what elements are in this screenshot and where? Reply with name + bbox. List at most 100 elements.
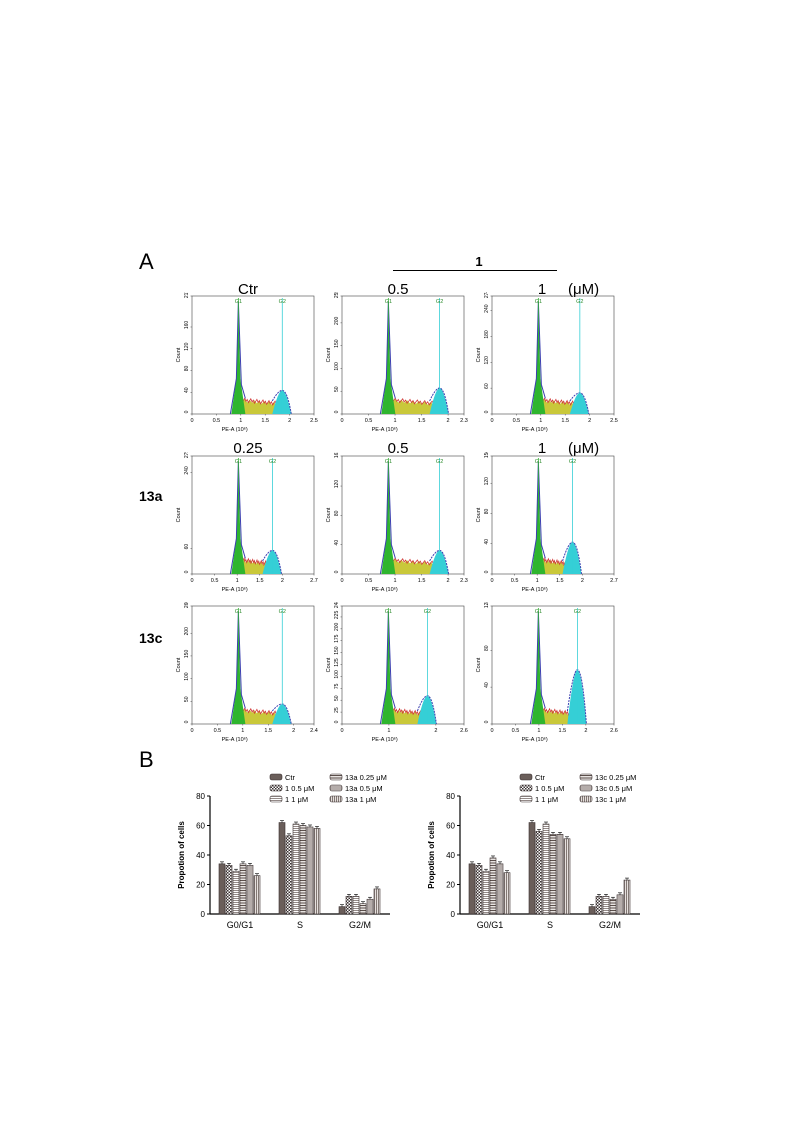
y-tick-label: 25: [334, 707, 340, 713]
legend-swatch: [269, 795, 283, 803]
x-tick-label: 1: [537, 728, 540, 734]
y-tick-label: 0: [484, 410, 490, 413]
x-tick-label: 0: [190, 418, 193, 424]
x-tick-label: 1: [536, 578, 539, 584]
s-phase-outline: [541, 397, 575, 406]
y-tick-label: 40: [196, 851, 205, 860]
g1-label: G1: [535, 299, 542, 305]
histogram-2: G1 G2 0 60 120 180 240 274 0 0.5 1 1.5 2 2.5 PE-A (10⁶…: [476, 292, 618, 433]
histogram-0: G1 G2 0 40 80 120 160 217 0 0.5 1 1.5 2 2.5 PE-A (10⁶)…: [176, 292, 318, 433]
bar: [366, 898, 374, 915]
bar: [475, 865, 483, 915]
x-tick-label: 0.5: [213, 418, 221, 424]
g1-label: G1: [385, 609, 392, 615]
histogram-frame: [191, 605, 315, 725]
bar: [359, 903, 367, 915]
y-tick-label: 125: [334, 658, 340, 667]
x-tick-label: 2: [447, 578, 450, 584]
y-axis-label: Count: [176, 347, 182, 362]
g1-label: G1: [235, 609, 242, 615]
s-phase-outline: [541, 557, 567, 567]
y-tick-label: 60: [196, 822, 205, 831]
y-tick-label: 120: [484, 477, 490, 486]
y-tick-label: 0: [484, 720, 490, 723]
s-phase-outline: [541, 707, 572, 716]
legend-label: Ctr: [535, 773, 546, 782]
g2-peak: [417, 695, 437, 724]
bar: [482, 870, 490, 915]
s-phase-outline: [391, 707, 422, 716]
y-tick-label: 240: [184, 466, 190, 475]
col-label-ctr: Ctr: [238, 281, 258, 298]
x-axis-label: PE-A (10⁶): [522, 736, 548, 743]
bar: [468, 863, 476, 915]
bar: [542, 823, 550, 915]
legend-label: 1 1 μM: [285, 795, 308, 804]
g2-label: G2: [436, 459, 443, 465]
histogram-frame: [341, 605, 465, 725]
x-axis-label: PE-A (10⁶): [222, 426, 248, 433]
legend-swatch: [269, 784, 283, 792]
x-tick-label: 2.5: [310, 418, 318, 424]
x-tick-label: 2.5: [610, 418, 618, 424]
s-phase-outline: [241, 397, 277, 406]
category-label: G2/M: [599, 920, 621, 930]
g2-label: G2: [569, 459, 576, 465]
x-tick-label: 0: [490, 418, 493, 424]
legend-swatch: [579, 784, 593, 792]
bar: [489, 857, 497, 915]
row-label-13a: 13a: [139, 488, 163, 504]
histogram-7: G1 G2 0 25 50 75 100 125 150 175 200 225 248 0 1 2 2.6 PE…: [326, 602, 468, 743]
histogram-frame: [191, 295, 315, 415]
histogram-frame: [491, 455, 615, 575]
y-tick-label: 128: [484, 602, 490, 608]
g1-label: G1: [535, 459, 542, 465]
bar: [535, 831, 543, 915]
x-tick-label: 0: [490, 578, 493, 584]
y-tick-label: 260: [184, 602, 190, 608]
y-tick-label: 40: [484, 682, 490, 688]
y-tick-label: 0: [484, 570, 490, 573]
col-label-1-row2: 1: [537, 440, 547, 457]
g1-label: G1: [385, 299, 392, 305]
x-tick-label: 2.7: [310, 578, 318, 584]
y-tick-label: 0: [451, 910, 456, 919]
y-tick-label: 40: [184, 387, 190, 393]
x-tick-label: 0: [190, 728, 193, 734]
unit-label-row2: (μM): [568, 440, 600, 457]
x-tick-label: 0.5: [365, 418, 373, 424]
y-tick-label: 50: [334, 386, 340, 392]
y-tick-label: 80: [484, 508, 490, 514]
legend-label: 13a 0.5 μM: [345, 784, 383, 793]
x-tick-label: 1: [394, 418, 397, 424]
legend-swatch: [519, 784, 533, 792]
bar: [616, 894, 624, 915]
x-tick-label: 2: [584, 728, 587, 734]
x-tick-label: 0: [340, 728, 343, 734]
histogram-frame: [341, 295, 465, 415]
g2-label: G2: [424, 609, 431, 615]
x-axis-label: PE-A (10⁶): [372, 426, 398, 433]
histogram-frame: [491, 605, 615, 725]
y-tick-label: 161: [334, 452, 340, 458]
bar: [225, 865, 233, 915]
bar: [292, 823, 300, 915]
g1-label: G1: [385, 459, 392, 465]
y-tick-label: 60: [184, 544, 190, 550]
y-tick-label: 80: [184, 365, 190, 371]
bar: [232, 870, 240, 915]
y-tick-label: 50: [184, 696, 190, 702]
g2-peak: [567, 669, 587, 724]
x-tick-label: 2: [292, 728, 295, 734]
y-tick-label: 50: [334, 695, 340, 701]
legend-swatch: [579, 773, 593, 781]
x-tick-label: 1: [539, 418, 542, 424]
histogram-8: G1 G2 0 40 80 128 0 0.5 1 1.5 2 2.6 PE-A (10⁶) Count: [476, 602, 618, 743]
bar: [246, 865, 254, 915]
x-tick-label: 1.5: [256, 578, 264, 584]
legend-swatch: [329, 773, 343, 781]
y-tick-label: 75: [334, 683, 340, 689]
x-tick-label: 1.5: [561, 418, 569, 424]
y-axis-label: Count: [476, 657, 482, 672]
y-tick-label: 80: [334, 510, 340, 516]
